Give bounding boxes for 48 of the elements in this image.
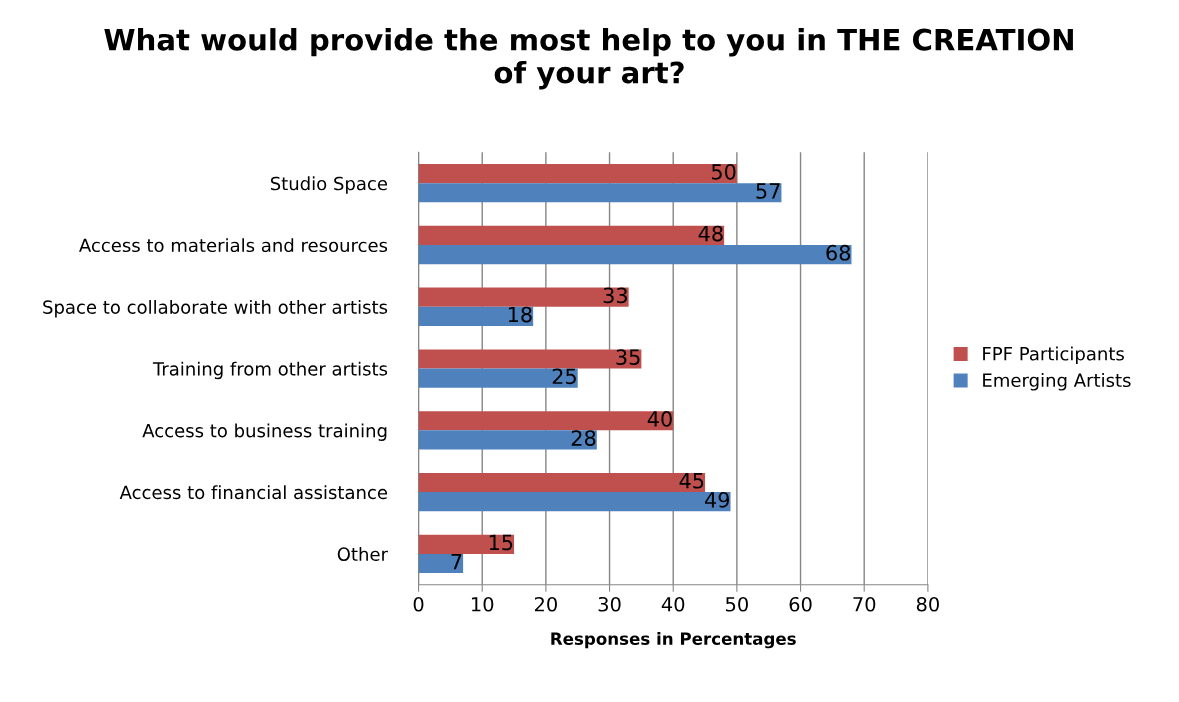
data-label: 7: [451, 554, 462, 570]
x-tick-label: 0: [413, 596, 424, 612]
y-tick-label: Training from other artists: [152, 361, 388, 380]
data-label: 45: [679, 473, 704, 489]
data-label: 18: [508, 306, 532, 323]
data-label: 48: [698, 225, 723, 242]
x-tick-label: 70: [853, 596, 876, 612]
data-label: 35: [616, 349, 640, 366]
data-label: 33: [603, 287, 627, 304]
bar: [418, 225, 725, 245]
data-label: 57: [756, 183, 780, 199]
bar: [418, 306, 534, 326]
x-axis-title: Responses in Percentages: [551, 632, 796, 649]
y-tick-label: Other: [337, 547, 388, 561]
chart-title: What would provide the most help to you in THE CREATION of your art?: [104, 28, 1073, 90]
bar: [418, 368, 578, 388]
legend-label: Emerging Artists: [983, 373, 1131, 391]
data-label: 49: [705, 491, 730, 508]
bar: [418, 430, 597, 450]
bar: [418, 245, 852, 265]
y-tick-label: Studio Space: [270, 176, 388, 194]
x-tick-label: 40: [661, 596, 685, 612]
bar: [418, 164, 737, 184]
data-label: 15: [489, 534, 513, 551]
y-tick-label: Access to business training: [142, 423, 387, 441]
data-label: 50: [711, 163, 736, 180]
bar: [418, 287, 629, 307]
y-tick-label: Space to collaborate with other artists: [43, 299, 388, 318]
bar: [418, 349, 642, 369]
bar: [418, 411, 674, 431]
x-tick-label: 20: [534, 596, 557, 612]
bar: [418, 492, 731, 512]
bar: [418, 472, 706, 493]
data-label: 25: [552, 368, 576, 385]
x-tick-label: 50: [726, 596, 748, 612]
x-tick-label: 80: [916, 596, 939, 612]
data-label: 28: [571, 430, 596, 446]
bar: [418, 183, 782, 203]
legend-label: FPF Participants: [983, 346, 1124, 365]
bar: [418, 553, 464, 574]
data-label: 40: [647, 411, 672, 427]
x-tick-label: 60: [789, 596, 812, 612]
y-tick-label: Access to financial assistance: [119, 485, 388, 500]
bar: [418, 534, 515, 554]
x-tick-label: 10: [471, 596, 494, 612]
y-tick-label: Access to materials and resources: [79, 238, 388, 253]
x-tick-label: 30: [598, 596, 621, 612]
data-label: 68: [826, 244, 851, 261]
